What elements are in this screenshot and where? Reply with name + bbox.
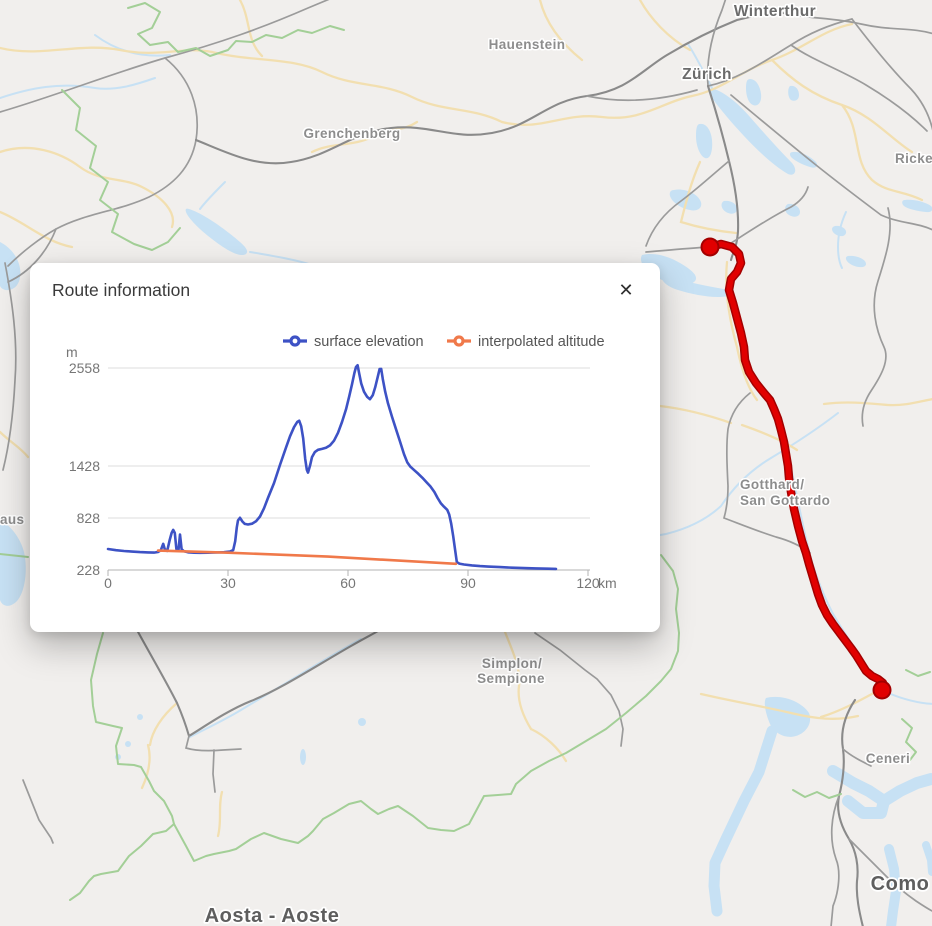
chart-legend: surface elevation interpolated altitude — [283, 334, 605, 350]
map-label-simplon-line1: Simplon/ — [482, 656, 542, 671]
map-label-hauenstein: Hauenstein — [489, 37, 566, 52]
legend-label-surface: surface elevation — [314, 334, 424, 350]
panel-title: Route information — [52, 280, 191, 300]
y-tick-label-228: 228 — [77, 562, 101, 578]
map-label-aosta: Aosta - Aoste — [205, 905, 340, 926]
route-info-panel: Route information ✕ surface elevation in… — [30, 263, 660, 632]
map-label-winterthur: Winterthur — [734, 3, 816, 20]
legend-label-interpolated: interpolated altitude — [478, 334, 605, 350]
water-layer — [0, 79, 932, 926]
legend-item-interpolated-altitude: interpolated altitude — [447, 334, 605, 350]
map-label-simplon-line2: Sempione — [477, 671, 545, 686]
route-start-marker — [702, 239, 718, 255]
route-layer — [700, 237, 892, 700]
y-axis-unit-label: m — [66, 344, 78, 360]
series-line-1 — [156, 549, 458, 566]
legend-marker-dot-surface — [289, 335, 301, 347]
y-tick-label-828: 828 — [77, 510, 101, 526]
legend-item-surface-elevation: surface elevation — [283, 334, 424, 350]
series-line-0 — [106, 363, 558, 571]
route-end-marker — [874, 682, 890, 698]
map-label-gotthard-line1: Gotthard/ — [740, 477, 804, 492]
x-tick-label-90: 90 — [460, 575, 476, 591]
x-tick-label-60: 60 — [340, 575, 356, 591]
map-label-gotthard-line2: San Gottardo — [740, 493, 830, 508]
map-label-aus: aus — [0, 512, 24, 527]
map-label-como: Como — [871, 873, 930, 895]
x-tick-label-0: 0 — [104, 575, 112, 591]
elevation-chart: surface elevation interpolated altitude … — [66, 334, 617, 591]
x-tick-label-120: 120 — [576, 575, 600, 591]
map-label-grenchenberg: Grenchenberg — [303, 126, 400, 141]
y-tick-label-1428: 1428 — [69, 458, 100, 474]
x-axis-unit-label: km — [598, 575, 617, 591]
x-tick-label-30: 30 — [220, 575, 236, 591]
minor-road-layer — [0, 0, 932, 838]
route-path — [707, 241, 887, 693]
map-label-zurich: Zürich — [682, 66, 732, 83]
panel-header: Route information ✕ — [30, 263, 660, 321]
map-label-ceneri: Ceneri — [866, 751, 910, 766]
map-label-ricken: Ricke — [895, 151, 932, 166]
legend-marker-dot-interpolated — [453, 335, 465, 347]
close-icon[interactable]: ✕ — [612, 276, 640, 304]
y-tick-label-2558: 2558 — [69, 360, 100, 376]
border-layer — [0, 2, 931, 901]
